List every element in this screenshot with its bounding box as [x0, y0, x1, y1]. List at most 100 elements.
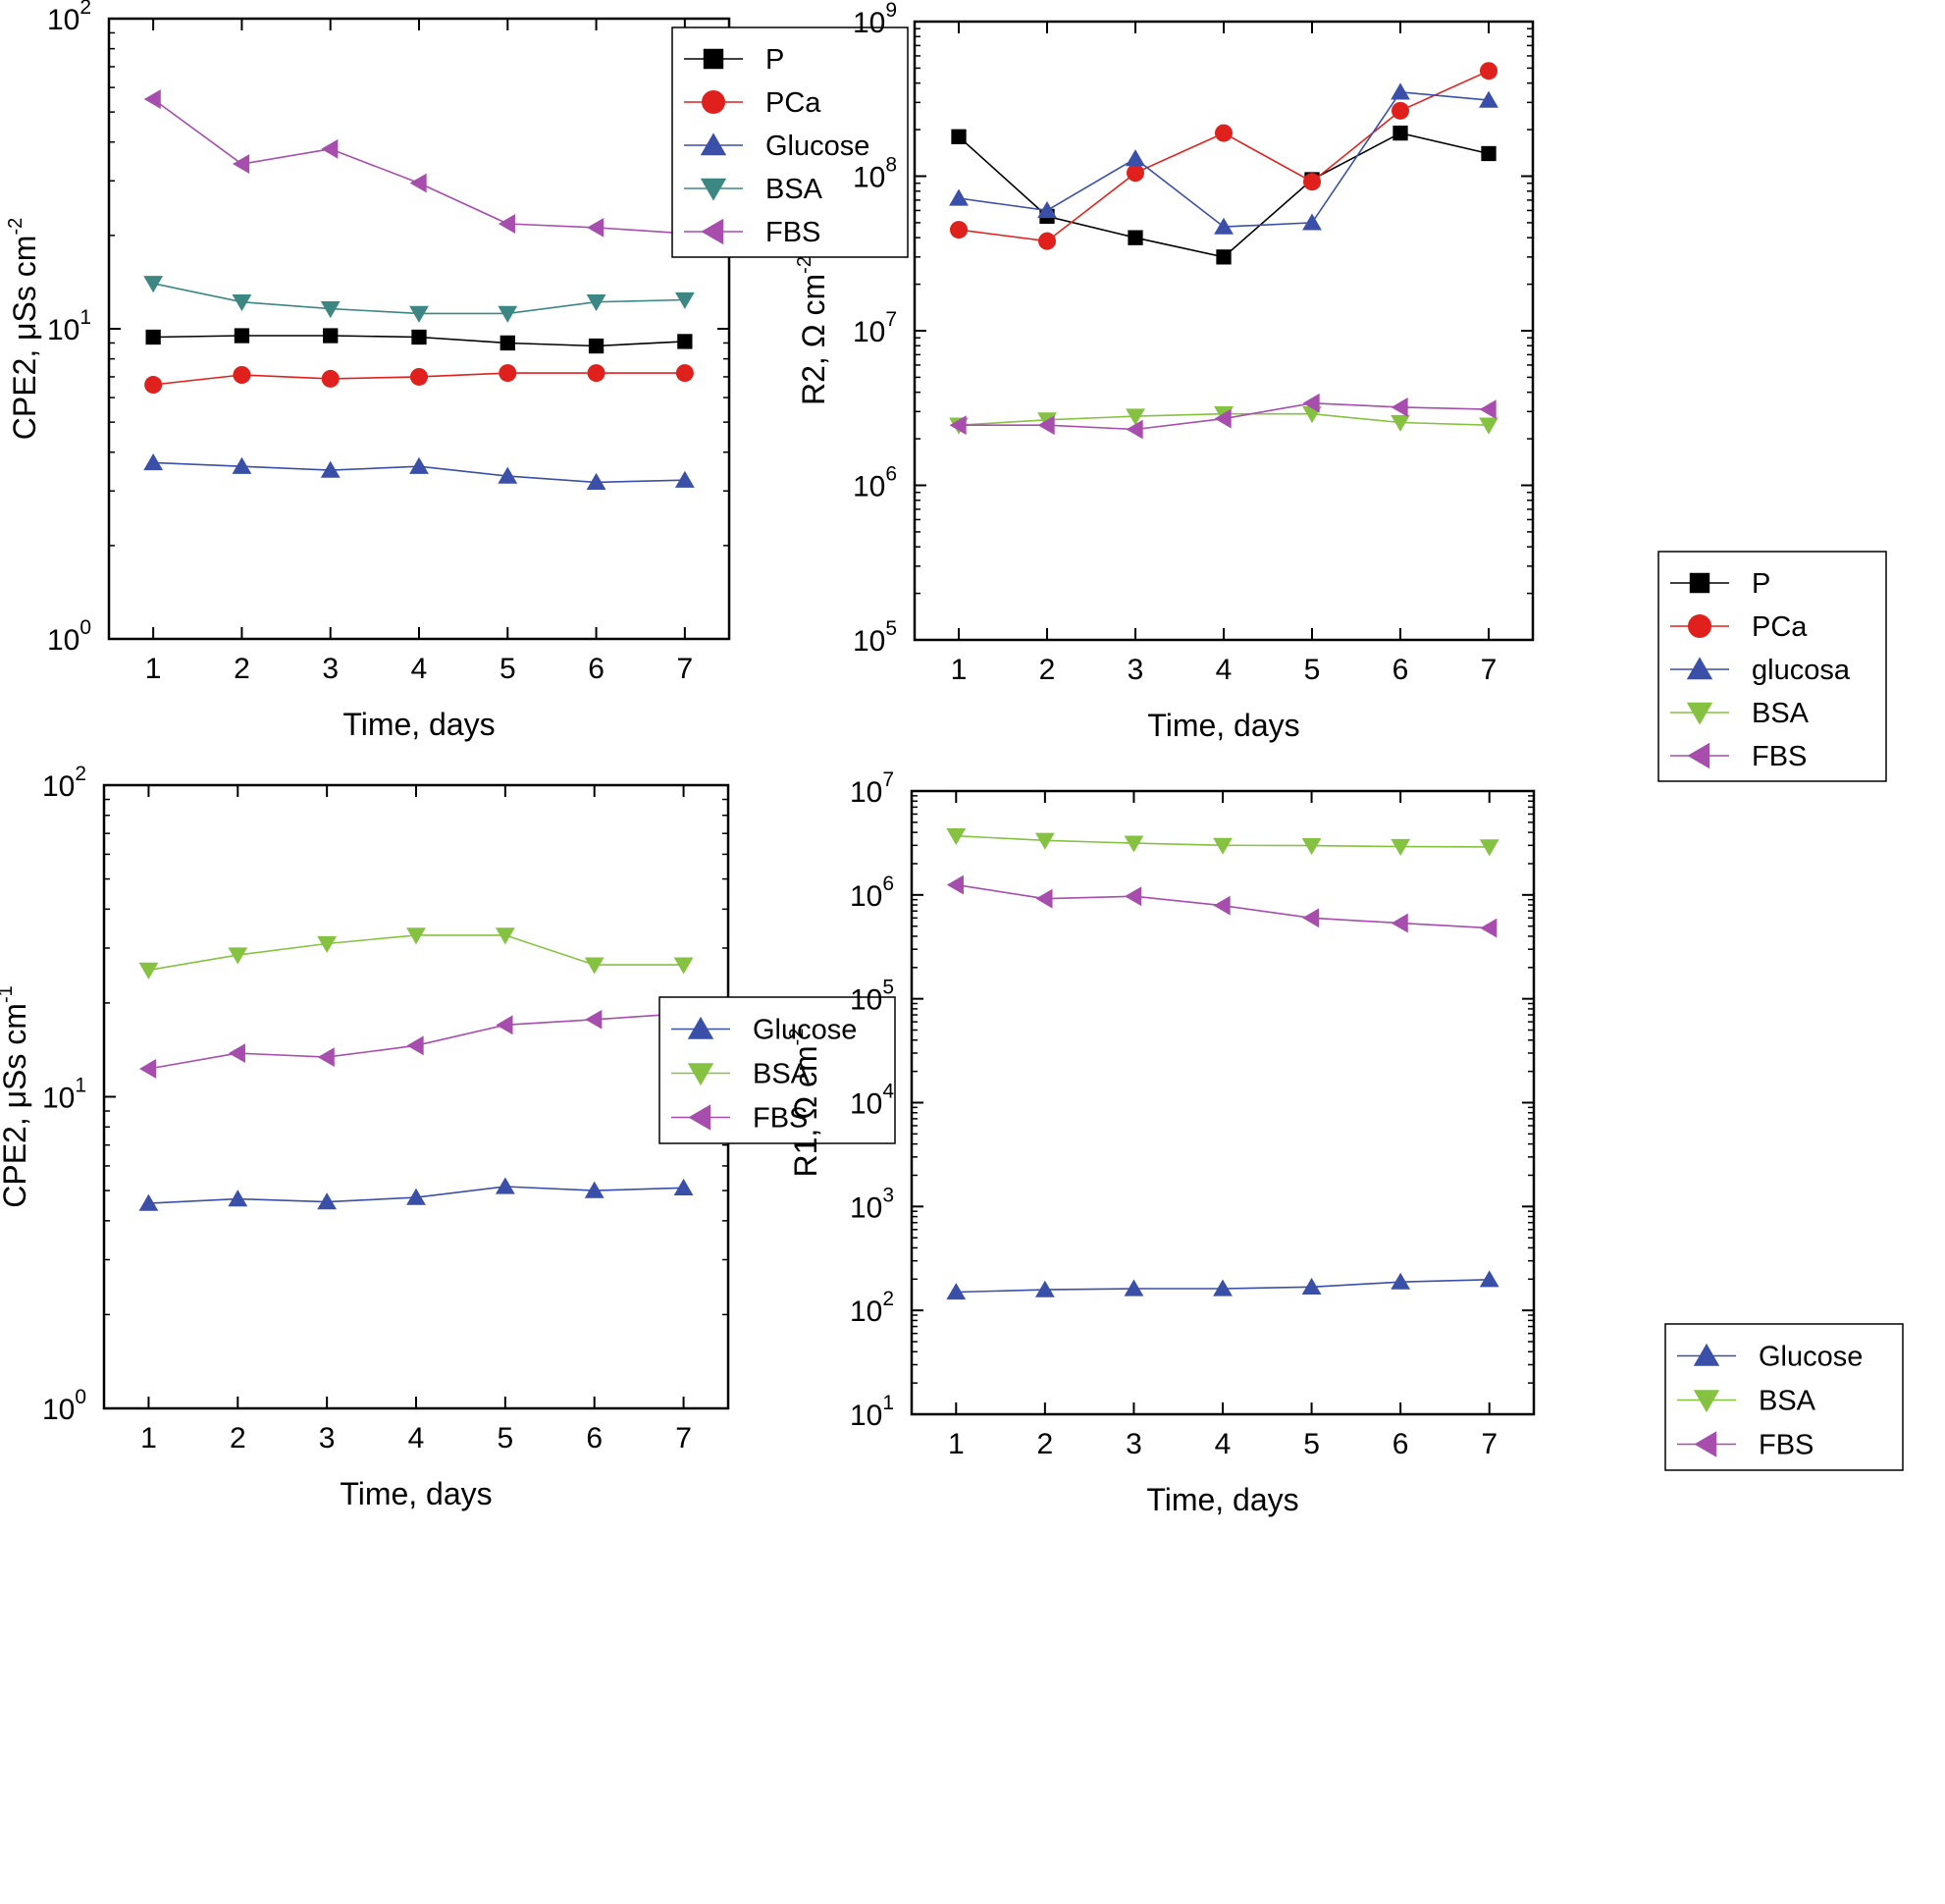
data-point — [1034, 1280, 1055, 1297]
data-point — [1214, 217, 1234, 235]
series-line — [958, 70, 1490, 242]
legend-label: FBS — [1752, 741, 1807, 772]
legend-label: Glucose — [1759, 1342, 1863, 1373]
chart-panel-1: 1 2 3 4 5 6 7 100 101 102 Time, days CPE2, μSs cm-2… — [5, 0, 909, 742]
x-tick-label: 3 — [1126, 1428, 1142, 1460]
legend-label: FBS — [1759, 1430, 1814, 1461]
x-tick-label: 3 — [322, 653, 339, 685]
series-FBS — [138, 1003, 692, 1079]
legend-marker — [687, 1016, 714, 1039]
y-tick-label: 100 — [47, 616, 91, 657]
legend-marker — [1693, 1343, 1720, 1366]
legend-marker — [700, 178, 727, 201]
x-tick-label: 1 — [145, 653, 162, 685]
legend-marker — [1694, 1431, 1717, 1457]
data-point — [1391, 838, 1411, 857]
data-point — [1301, 1277, 1322, 1295]
data-point — [950, 221, 968, 239]
data-point — [1479, 90, 1498, 108]
data-point — [1038, 232, 1056, 250]
x-tick-label: 7 — [1481, 654, 1498, 686]
legend-label: BSA — [753, 1059, 811, 1090]
x-tick-label: 2 — [230, 1422, 246, 1454]
y-axis-title: CPE2, μSs cm-1 — [0, 985, 32, 1208]
series-line — [958, 132, 1490, 258]
series-Glucose — [143, 452, 695, 491]
data-point — [409, 305, 429, 323]
data-point — [674, 291, 695, 309]
data-point — [1126, 149, 1145, 167]
legend-marker — [688, 1104, 711, 1131]
legend-item-BSA: BSA — [671, 1059, 811, 1090]
y-axis-title: R1, Ω cm-2 — [786, 1029, 823, 1178]
series-line — [152, 98, 685, 235]
x-tick-label: 5 — [1304, 654, 1321, 686]
data-point — [1124, 886, 1142, 907]
legend-label: glucosa — [1752, 655, 1851, 686]
data-point — [586, 294, 606, 312]
data-point — [1302, 213, 1322, 231]
data-point — [1124, 835, 1144, 853]
data-point — [143, 276, 164, 293]
x-tick-label: 6 — [1393, 654, 1409, 686]
data-point — [232, 154, 250, 174]
data-point — [1301, 837, 1322, 856]
data-point — [1213, 837, 1233, 855]
legend: P PCa Glucose BSA FBS — [671, 26, 909, 258]
y-tick-label: 105 — [850, 977, 894, 1017]
legend-marker — [1686, 657, 1713, 680]
series-PCa — [950, 62, 1498, 250]
data-point — [409, 173, 427, 193]
y-tick-label: 105 — [853, 617, 897, 658]
data-point — [586, 472, 606, 491]
x-tick-label: 2 — [1037, 1428, 1054, 1460]
data-point — [946, 828, 967, 846]
series-BSA — [138, 927, 694, 979]
data-point — [1393, 125, 1408, 141]
x-tick-label: 3 — [319, 1422, 336, 1454]
data-point — [495, 927, 515, 945]
series-FBS — [949, 393, 1497, 440]
x-tick-label: 7 — [677, 653, 694, 685]
data-point — [1035, 888, 1053, 909]
data-point — [1037, 415, 1055, 436]
legend-item-PCa: PCa — [1670, 611, 1808, 643]
data-point — [588, 338, 605, 354]
legend-label: P — [765, 44, 784, 76]
x-tick-label: 1 — [951, 654, 968, 686]
x-axis-title: Time, days — [342, 707, 495, 742]
x-tick-label: 5 — [498, 1422, 514, 1454]
data-point — [321, 369, 340, 388]
series-Glucose — [138, 1177, 694, 1211]
series-FBS — [143, 89, 693, 243]
x-tick-label: 4 — [411, 653, 428, 685]
data-point — [138, 962, 159, 979]
data-point — [1480, 918, 1498, 938]
x-tick-label: 6 — [1393, 1428, 1409, 1460]
legend-label: FBS — [765, 217, 820, 248]
y-tick-label: 102 — [850, 1288, 894, 1328]
legend-item-FBS: FBS — [671, 1103, 808, 1135]
y-tick-label: 101 — [47, 306, 91, 346]
x-tick-label: 4 — [408, 1422, 425, 1454]
data-point — [321, 138, 339, 159]
data-point — [317, 1192, 338, 1210]
legend: Glucose BSA FBS — [1664, 1323, 1904, 1471]
data-point — [406, 927, 426, 945]
data-point — [320, 300, 341, 319]
legend-item-BSA: BSA — [1670, 698, 1810, 729]
data-point — [1480, 62, 1498, 80]
data-point — [232, 456, 252, 474]
data-point — [673, 1178, 694, 1195]
legend-item-Glucose: Glucose — [671, 1015, 857, 1046]
series-P — [145, 328, 693, 354]
legend-label: Glucose — [765, 131, 869, 162]
legend-label: Glucose — [753, 1015, 857, 1046]
data-point — [946, 1283, 967, 1300]
data-point — [1479, 839, 1499, 857]
data-point — [1303, 173, 1321, 191]
legend-label: PCa — [1752, 611, 1808, 643]
data-point — [410, 367, 428, 386]
y-tick-label: 101 — [42, 1075, 86, 1115]
